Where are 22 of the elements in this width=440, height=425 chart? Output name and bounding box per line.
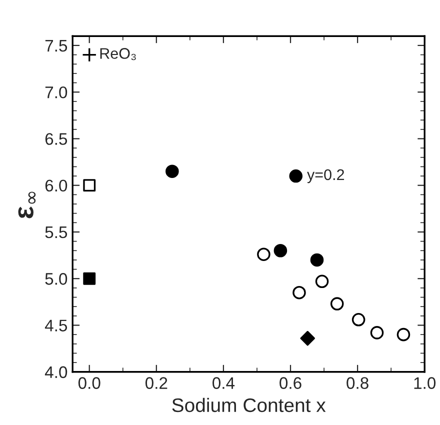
x-tick-label: 0.6	[280, 377, 302, 389]
x-tick-label: 0.8	[346, 377, 368, 389]
point	[300, 330, 316, 346]
y-tick-label: 6.0	[45, 180, 68, 192]
y-axis-title: ε$_{∞}$	[18, 192, 36, 218]
y-tick-label: 4.0	[44, 366, 68, 378]
y-tick-label: 7.5	[45, 40, 68, 52]
annotation: y=0.2	[307, 169, 344, 184]
x-tick-label: 0.0	[78, 377, 100, 389]
y-tick-label: 5.0	[45, 273, 68, 285]
x-tick-label: 0.4	[212, 377, 235, 389]
point	[83, 272, 96, 285]
point	[82, 47, 97, 62]
point	[83, 179, 96, 192]
x-tick-label: 0.2	[145, 377, 168, 389]
y-tick-label: 6.5	[45, 133, 68, 145]
x-tick-label: 1.0	[414, 377, 436, 389]
y-tick-label: 7.0	[45, 86, 68, 98]
x-axis-title: Sodium Content x	[172, 398, 326, 412]
series-label: ReO₃	[100, 48, 136, 60]
y-tick-label: 4.5	[44, 320, 68, 332]
y-tick-label: 5.5	[45, 226, 68, 238]
